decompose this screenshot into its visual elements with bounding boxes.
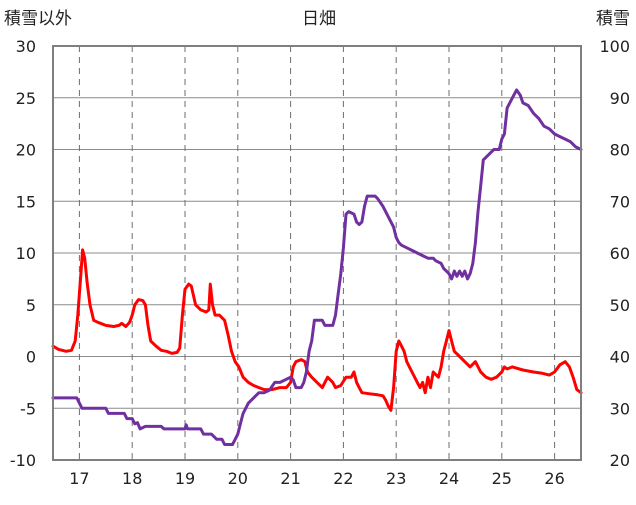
left-tick-label: 15 bbox=[16, 192, 36, 211]
right-tick-label: 20 bbox=[610, 451, 630, 470]
left-tick-label: 25 bbox=[16, 89, 36, 108]
x-tick-label: 26 bbox=[544, 469, 564, 488]
left-tick-label: -5 bbox=[20, 399, 36, 418]
right-tick-label: 100 bbox=[599, 37, 630, 56]
x-tick-label: 23 bbox=[386, 469, 406, 488]
x-tick-label: 22 bbox=[333, 469, 353, 488]
series-line-left-axis bbox=[51, 248, 583, 412]
x-tick-label: 24 bbox=[439, 469, 459, 488]
left-tick-label: 5 bbox=[26, 296, 36, 315]
right-axis-label: 積雪 bbox=[596, 9, 630, 29]
x-tick-label: 19 bbox=[175, 469, 195, 488]
left-tick-label: 10 bbox=[16, 244, 36, 263]
right-tick-label: 80 bbox=[610, 141, 630, 160]
series-lines bbox=[51, 88, 583, 446]
right-tick-label: 50 bbox=[610, 296, 630, 315]
right-tick-label: 40 bbox=[610, 348, 630, 367]
grid-lines bbox=[53, 46, 581, 460]
x-tick-label: 21 bbox=[280, 469, 300, 488]
right-tick-label: 90 bbox=[610, 89, 630, 108]
left-tick-label: 30 bbox=[16, 37, 36, 56]
left-tick-label: -10 bbox=[10, 451, 36, 470]
left-tick-label: 0 bbox=[26, 348, 36, 367]
x-tick-label: 20 bbox=[228, 469, 248, 488]
x-tick-label: 25 bbox=[492, 469, 512, 488]
right-tick-label: 60 bbox=[610, 244, 630, 263]
series-line-right-axis bbox=[51, 88, 583, 446]
left-axis-label: 積雪以外 bbox=[4, 9, 72, 29]
left-tick-label: 20 bbox=[16, 141, 36, 160]
x-tick-label: 17 bbox=[69, 469, 89, 488]
right-tick-label: 70 bbox=[610, 192, 630, 211]
plot-frame bbox=[52, 45, 582, 461]
right-tick-label: 30 bbox=[610, 399, 630, 418]
x-tick-label: 18 bbox=[122, 469, 142, 488]
chart-title: 日畑 bbox=[302, 9, 336, 29]
tick-labels: -10 -5 0 5 10 15 20 25 30 20 30 40 50 60 70 80 90 100 17 18… bbox=[10, 37, 630, 488]
